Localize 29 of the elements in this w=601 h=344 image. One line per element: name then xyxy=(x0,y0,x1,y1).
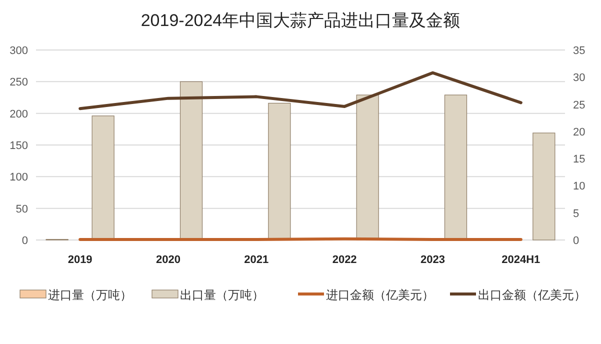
bar xyxy=(532,132,556,240)
y-tick-label: 0 xyxy=(22,235,28,247)
y2-tick-label: 25 xyxy=(573,99,586,112)
y2-tick-label: 30 xyxy=(573,72,586,84)
y2-tick-label: 15 xyxy=(573,154,586,166)
legend-label: 进口量（万吨） xyxy=(48,288,132,302)
y-tick-label: 300 xyxy=(10,45,28,57)
y2-tick-label: 35 xyxy=(573,45,586,57)
y2-tick-label: 0 xyxy=(573,235,580,247)
x-tick-label: 2019 xyxy=(68,254,92,266)
y-tick-label: 250 xyxy=(10,76,28,89)
bar xyxy=(356,94,379,240)
y-tick-label: 50 xyxy=(16,203,28,216)
x-tick-label: 2023 xyxy=(420,254,445,266)
chart-title: 2019-2024年中国大蒜产品进出口量及金额 xyxy=(140,11,460,30)
x-tick-label: 2022 xyxy=(332,254,357,266)
line-series xyxy=(78,71,522,110)
y2-tick-label: 5 xyxy=(573,208,580,220)
legend-label: 进口金额（亿美元） xyxy=(326,288,434,302)
y2-tick-label: 20 xyxy=(573,126,586,138)
legend-label: 出口金额（亿美元） xyxy=(478,288,586,302)
y-tick-label: 200 xyxy=(10,108,28,120)
x-tick-label: 2024H1 xyxy=(502,254,540,266)
x-tick-label: 2021 xyxy=(244,254,269,266)
x-tick-label: 2020 xyxy=(156,254,180,266)
legend-label: 出口量（万吨） xyxy=(180,288,264,302)
y-tick-label: 100 xyxy=(10,172,28,184)
y2-tick-label: 10 xyxy=(573,180,586,193)
y-tick-label: 150 xyxy=(10,140,28,152)
